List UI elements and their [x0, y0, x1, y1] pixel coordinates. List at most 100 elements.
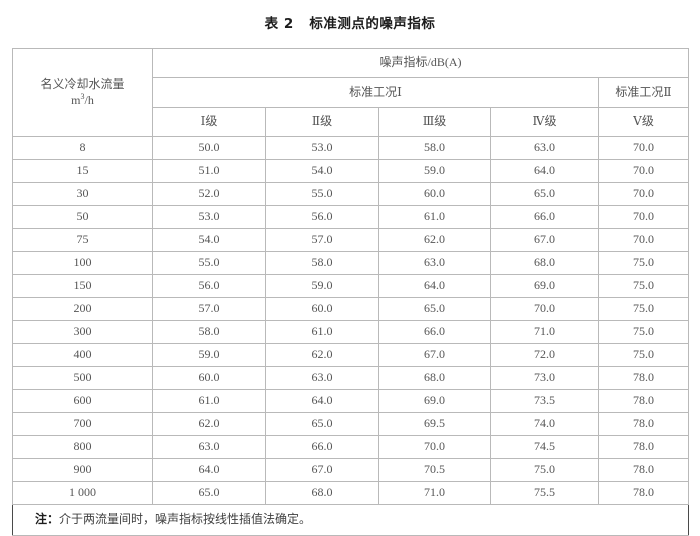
cell-noise-grade-3: 64.0 — [378, 274, 491, 298]
cell-noise-grade-2: 62.0 — [265, 343, 379, 367]
cell-noise-grade-4: 64.0 — [490, 159, 599, 183]
table-row: 8 50.0 53.0 58.0 63.0 70.0 — [12, 136, 690, 160]
table-row: 800 63.0 66.0 70.0 74.5 78.0 — [12, 435, 690, 459]
cell-noise-grade-3: 71.0 — [378, 481, 491, 505]
cell-noise-grade-5: 78.0 — [597, 389, 690, 413]
table-header: 名义冷却水流量 m3/h 噪声指标/dB(A) 标准工况Ⅰ 标准工况Ⅱ Ⅰ级 Ⅱ… — [12, 48, 690, 137]
cell-noise-grade-3: 67.0 — [378, 343, 491, 367]
cell-noise-grade-1: 61.0 — [152, 389, 266, 413]
cell-noise-grade-1: 63.0 — [152, 435, 266, 459]
table-row: 400 59.0 62.0 67.0 72.0 75.0 — [12, 343, 690, 367]
cell-noise-grade-5: 75.0 — [597, 251, 690, 275]
cell-noise-grade-4: 69.0 — [490, 274, 599, 298]
table-row: 100 55.0 58.0 63.0 68.0 75.0 — [12, 251, 690, 275]
cell-noise-grade-1: 58.0 — [152, 320, 266, 344]
cell-noise-grade-2: 57.0 — [265, 228, 379, 252]
column-header-grade-2: Ⅱ级 — [265, 107, 379, 137]
cell-noise-grade-1: 52.0 — [152, 182, 266, 206]
cell-noise-grade-3: 68.0 — [378, 366, 491, 390]
cell-noise-grade-2: 61.0 — [265, 320, 379, 344]
table-container: 名义冷却水流量 m3/h 噪声指标/dB(A) 标准工况Ⅰ 标准工况Ⅱ Ⅰ级 Ⅱ… — [12, 48, 690, 536]
cell-noise-grade-5: 70.0 — [597, 159, 690, 183]
cell-noise-grade-2: 54.0 — [265, 159, 379, 183]
cell-noise-grade-3: 69.5 — [378, 412, 491, 436]
cell-noise-grade-3: 70.5 — [378, 458, 491, 482]
cell-noise-grade-1: 54.0 — [152, 228, 266, 252]
cell-noise-grade-1: 64.0 — [152, 458, 266, 482]
cell-noise-grade-3: 65.0 — [378, 297, 491, 321]
column-header-grade-4: Ⅳ级 — [490, 107, 599, 137]
table-body: 8 50.0 53.0 58.0 63.0 70.0 15 51.0 54.0 59.0 64.0 7… — [12, 136, 690, 536]
table-row: 1 000 65.0 68.0 71.0 75.5 78.0 — [12, 481, 690, 505]
cell-noise-grade-4: 67.0 — [490, 228, 599, 252]
table-row: 900 64.0 67.0 70.5 75.0 78.0 — [12, 458, 690, 482]
cell-noise-grade-2: 64.0 — [265, 389, 379, 413]
cell-flow: 1 000 — [12, 481, 153, 505]
column-header-grade-3: Ⅲ级 — [378, 107, 491, 137]
table-row: 50 53.0 56.0 61.0 66.0 70.0 — [12, 205, 690, 229]
noise-index-table: 名义冷却水流量 m3/h 噪声指标/dB(A) 标准工况Ⅰ 标准工况Ⅱ Ⅰ级 Ⅱ… — [12, 48, 690, 536]
cell-noise-grade-3: 60.0 — [378, 182, 491, 206]
cell-noise-grade-1: 62.0 — [152, 412, 266, 436]
table-row: 200 57.0 60.0 65.0 70.0 75.0 — [12, 297, 690, 321]
cell-flow: 150 — [12, 274, 153, 298]
cell-noise-grade-4: 74.0 — [490, 412, 599, 436]
table-row: 30 52.0 55.0 60.0 65.0 70.0 — [12, 182, 690, 206]
column-header-grade-5: Ⅴ级 — [597, 107, 690, 137]
cell-noise-grade-5: 78.0 — [597, 481, 690, 505]
cell-noise-grade-2: 53.0 — [265, 136, 379, 160]
cell-noise-grade-4: 73.5 — [490, 389, 599, 413]
cell-noise-grade-1: 50.0 — [152, 136, 266, 160]
cell-noise-grade-3: 69.0 — [378, 389, 491, 413]
cell-noise-grade-5: 75.0 — [597, 274, 690, 298]
cell-noise-grade-5: 75.0 — [597, 297, 690, 321]
cell-noise-grade-1: 56.0 — [152, 274, 266, 298]
table-note-row: 注：介于两流量间时，噪声指标按线性插值法确定。 — [12, 504, 689, 536]
cell-flow: 30 — [12, 182, 153, 206]
cell-noise-grade-4: 66.0 — [490, 205, 599, 229]
cell-noise-grade-5: 70.0 — [597, 205, 690, 229]
cell-flow: 700 — [12, 412, 153, 436]
cell-noise-grade-5: 70.0 — [597, 136, 690, 160]
cell-noise-grade-4: 75.5 — [490, 481, 599, 505]
table-row: 500 60.0 63.0 68.0 73.0 78.0 — [12, 366, 690, 390]
cell-noise-grade-3: 70.0 — [378, 435, 491, 459]
cell-noise-grade-5: 70.0 — [597, 228, 690, 252]
note-text: 介于两流量间时，噪声指标按线性插值法确定。 — [59, 512, 312, 527]
flow-unit-suffix: /h — [84, 92, 94, 107]
cell-noise-grade-5: 70.0 — [597, 182, 690, 206]
flow-unit-prefix: m — [71, 92, 81, 107]
table-row: 700 62.0 65.0 69.5 74.0 78.0 — [12, 412, 690, 436]
cell-noise-grade-2: 58.0 — [265, 251, 379, 275]
cell-flow: 15 — [12, 159, 153, 183]
cell-noise-grade-1: 57.0 — [152, 297, 266, 321]
cell-flow: 600 — [12, 389, 153, 413]
cell-noise-grade-4: 74.5 — [490, 435, 599, 459]
cell-noise-grade-2: 55.0 — [265, 182, 379, 206]
cell-noise-grade-2: 63.0 — [265, 366, 379, 390]
flow-unit: m3/h — [13, 92, 152, 108]
cell-noise-grade-5: 75.0 — [597, 343, 690, 367]
cell-noise-grade-2: 65.0 — [265, 412, 379, 436]
cell-noise-grade-2: 66.0 — [265, 435, 379, 459]
cell-flow: 50 — [12, 205, 153, 229]
cell-flow: 100 — [12, 251, 153, 275]
cell-noise-grade-3: 66.0 — [378, 320, 491, 344]
header-row-grades: Ⅰ级 Ⅱ级 Ⅲ级 Ⅳ级 Ⅴ级 — [13, 107, 690, 137]
cell-noise-grade-1: 53.0 — [152, 205, 266, 229]
cell-noise-grade-2: 68.0 — [265, 481, 379, 505]
table-row: 300 58.0 61.0 66.0 71.0 75.0 — [12, 320, 690, 344]
flow-label: 名义冷却水流量 — [40, 76, 125, 91]
column-header-condition-1: 标准工况Ⅰ — [152, 77, 599, 108]
cell-noise-grade-4: 68.0 — [490, 251, 599, 275]
cell-noise-grade-4: 73.0 — [490, 366, 599, 390]
cell-noise-grade-2: 67.0 — [265, 458, 379, 482]
cell-flow: 800 — [12, 435, 153, 459]
cell-flow: 8 — [12, 136, 153, 160]
cell-noise-grade-2: 59.0 — [265, 274, 379, 298]
header-row-conditions: 标准工况Ⅰ 标准工况Ⅱ — [13, 77, 690, 108]
cell-flow: 900 — [12, 458, 153, 482]
cell-noise-grade-1: 55.0 — [152, 251, 266, 275]
column-header-condition-2: 标准工况Ⅱ — [597, 77, 690, 108]
table-row: 600 61.0 64.0 69.0 73.5 78.0 — [12, 389, 690, 413]
